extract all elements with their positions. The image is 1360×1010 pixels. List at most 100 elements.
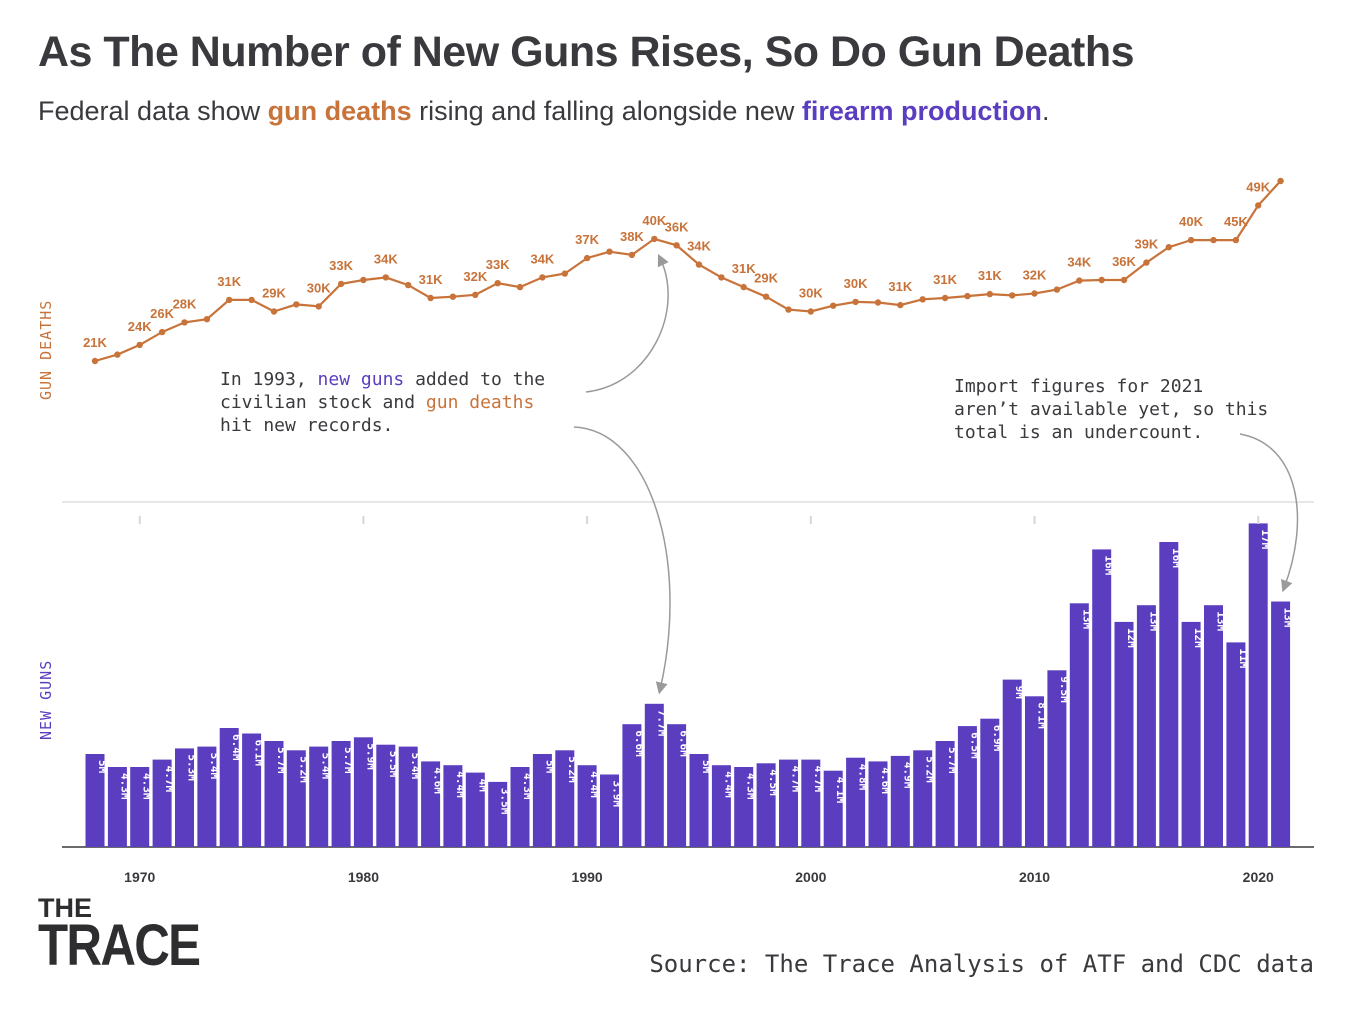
death-label-2012: 34K [1067, 255, 1091, 270]
tick-label-1970: 1970 [124, 869, 155, 885]
bar-1992 [622, 724, 642, 847]
gun-deaths-line [94, 180, 1282, 363]
logo-line2: TRACE [38, 913, 201, 979]
death-point-1992 [628, 251, 636, 259]
y-label-new-guns: NEW GUNS [37, 660, 55, 740]
death-point-1982 [405, 281, 412, 289]
death-point-2017 [1187, 236, 1195, 244]
annotation-1993-line1: In 1993, new guns added to the [220, 369, 545, 390]
death-point-1996 [718, 274, 725, 281]
bar-label-2008: 6.9M [991, 725, 1004, 752]
bar-label-2007: 6.5M [968, 732, 981, 759]
annotation-arrow-2021 [1239, 433, 1299, 593]
bar-label-2002: 4.8M [857, 764, 870, 791]
annotation-2021-line1: Import figures for 2021 [954, 376, 1203, 397]
death-label-1994: 36K [665, 219, 689, 234]
bar-1981 [376, 744, 396, 847]
bar-2017 [1181, 621, 1201, 847]
bar-label-2016: 16M [1170, 548, 1183, 568]
death-point-1983 [427, 294, 434, 302]
subtitle-gun-deaths: gun deaths [267, 96, 412, 126]
bar-1972 [175, 748, 194, 847]
death-point-1980 [360, 276, 367, 284]
bar-1975 [242, 733, 262, 847]
bar-1986 [488, 781, 508, 847]
bar-label-1986: 3.5M [499, 788, 512, 815]
bar-2008 [980, 718, 1000, 847]
new-guns-bars: 5M 4.3M 4.3M 4.7M 5.3M 5.4M 6.4M 6.1M 5.7M 5.2M 5.… [85, 523, 1295, 847]
x-axis-ticks: 1970 1980 1990 2000 2010 2020 [124, 516, 1274, 885]
death-point-2019 [1232, 236, 1240, 244]
death-point-1975 [248, 296, 255, 304]
bar-2014 [1114, 621, 1134, 847]
bar-2001 [823, 770, 843, 847]
bar-1974 [219, 728, 239, 847]
bar-label-1971: 4.7M [163, 766, 176, 793]
bar-2010 [1025, 696, 1044, 847]
death-point-2009 [1009, 292, 1016, 299]
death-label-1979: 33K [329, 258, 353, 273]
annotation-arrow-guns [573, 426, 671, 695]
bar-label-1996: 4.4M [722, 771, 735, 798]
bar-1984 [443, 765, 463, 847]
subtitle-part: . [1041, 96, 1050, 126]
annotation-arrow-deaths [585, 253, 669, 393]
bar-2000 [801, 759, 821, 847]
bar-label-1978: 5.4M [320, 753, 333, 780]
bar-label-1976: 5.7M [275, 747, 288, 774]
annotation-1993-line3: hit new records. [220, 415, 393, 436]
tick-label-2000: 2000 [795, 869, 826, 885]
death-label-2014: 36K [1112, 254, 1136, 269]
the-trace-logo: THE TRACE [38, 894, 228, 979]
death-point-1998 [762, 293, 770, 300]
death-point-1972 [181, 319, 188, 326]
bar-1976 [264, 741, 284, 847]
chart-title: As The Number of New Guns Rises, So Do G… [38, 28, 1135, 76]
bar-label-1979: 5.7M [342, 747, 355, 774]
death-point-2006 [941, 294, 949, 302]
death-point-1978 [315, 303, 322, 310]
bar-1970 [130, 767, 150, 847]
bar-label-1999: 4.7M [790, 766, 803, 793]
death-label-2008: 31K [978, 268, 1002, 283]
annotation-2021: Import figures for 2021 aren’t available… [954, 376, 1299, 593]
bar-1977 [286, 750, 306, 847]
bar-label-1995: 5M [700, 760, 713, 774]
death-point-2010 [1031, 290, 1038, 297]
death-point-1971 [158, 328, 166, 336]
annotation-2021-line2: aren’t available yet, so this [954, 399, 1268, 420]
death-point-1995 [695, 261, 703, 268]
death-point-1981 [382, 274, 389, 281]
death-point-1989 [561, 270, 568, 277]
bar-1998 [756, 763, 776, 847]
bar-1969 [107, 767, 127, 847]
bar-label-1970: 4.3M [141, 773, 154, 800]
death-label-1981: 34K [374, 251, 398, 266]
death-point-2013 [1098, 276, 1105, 284]
bar-2006 [935, 741, 955, 847]
death-label-2020: 49K [1246, 179, 1270, 194]
death-label-1997: 31K [732, 261, 756, 276]
death-point-1987 [516, 283, 524, 291]
bar-label-2001: 4.1M [834, 777, 847, 804]
bar-label-1972: 5.3M [186, 754, 199, 781]
death-label-2000: 30K [799, 286, 823, 301]
bar-1997 [734, 767, 754, 847]
death-point-2003 [874, 299, 882, 306]
death-label-1976: 29K [262, 286, 286, 301]
bar-label-2021: 13M [1282, 608, 1295, 628]
bar-label-1974: 6.4M [230, 734, 243, 761]
death-point-2018 [1210, 236, 1217, 244]
bar-label-1980: 5.9M [364, 743, 377, 770]
bar-label-2003: 4.6M [879, 767, 892, 794]
death-label-1985: 32K [463, 269, 487, 284]
bar-2018 [1204, 605, 1223, 847]
death-label-2004: 31K [888, 279, 912, 294]
bar-label-1968: 5M [96, 760, 109, 774]
bar-label-2014: 12M [1125, 628, 1138, 648]
death-label-2006: 31K [933, 272, 957, 287]
bar-1983 [421, 761, 441, 847]
death-point-1988 [539, 274, 546, 281]
bar-label-1991: 3.9M [611, 781, 624, 808]
bar-1979 [331, 741, 351, 847]
